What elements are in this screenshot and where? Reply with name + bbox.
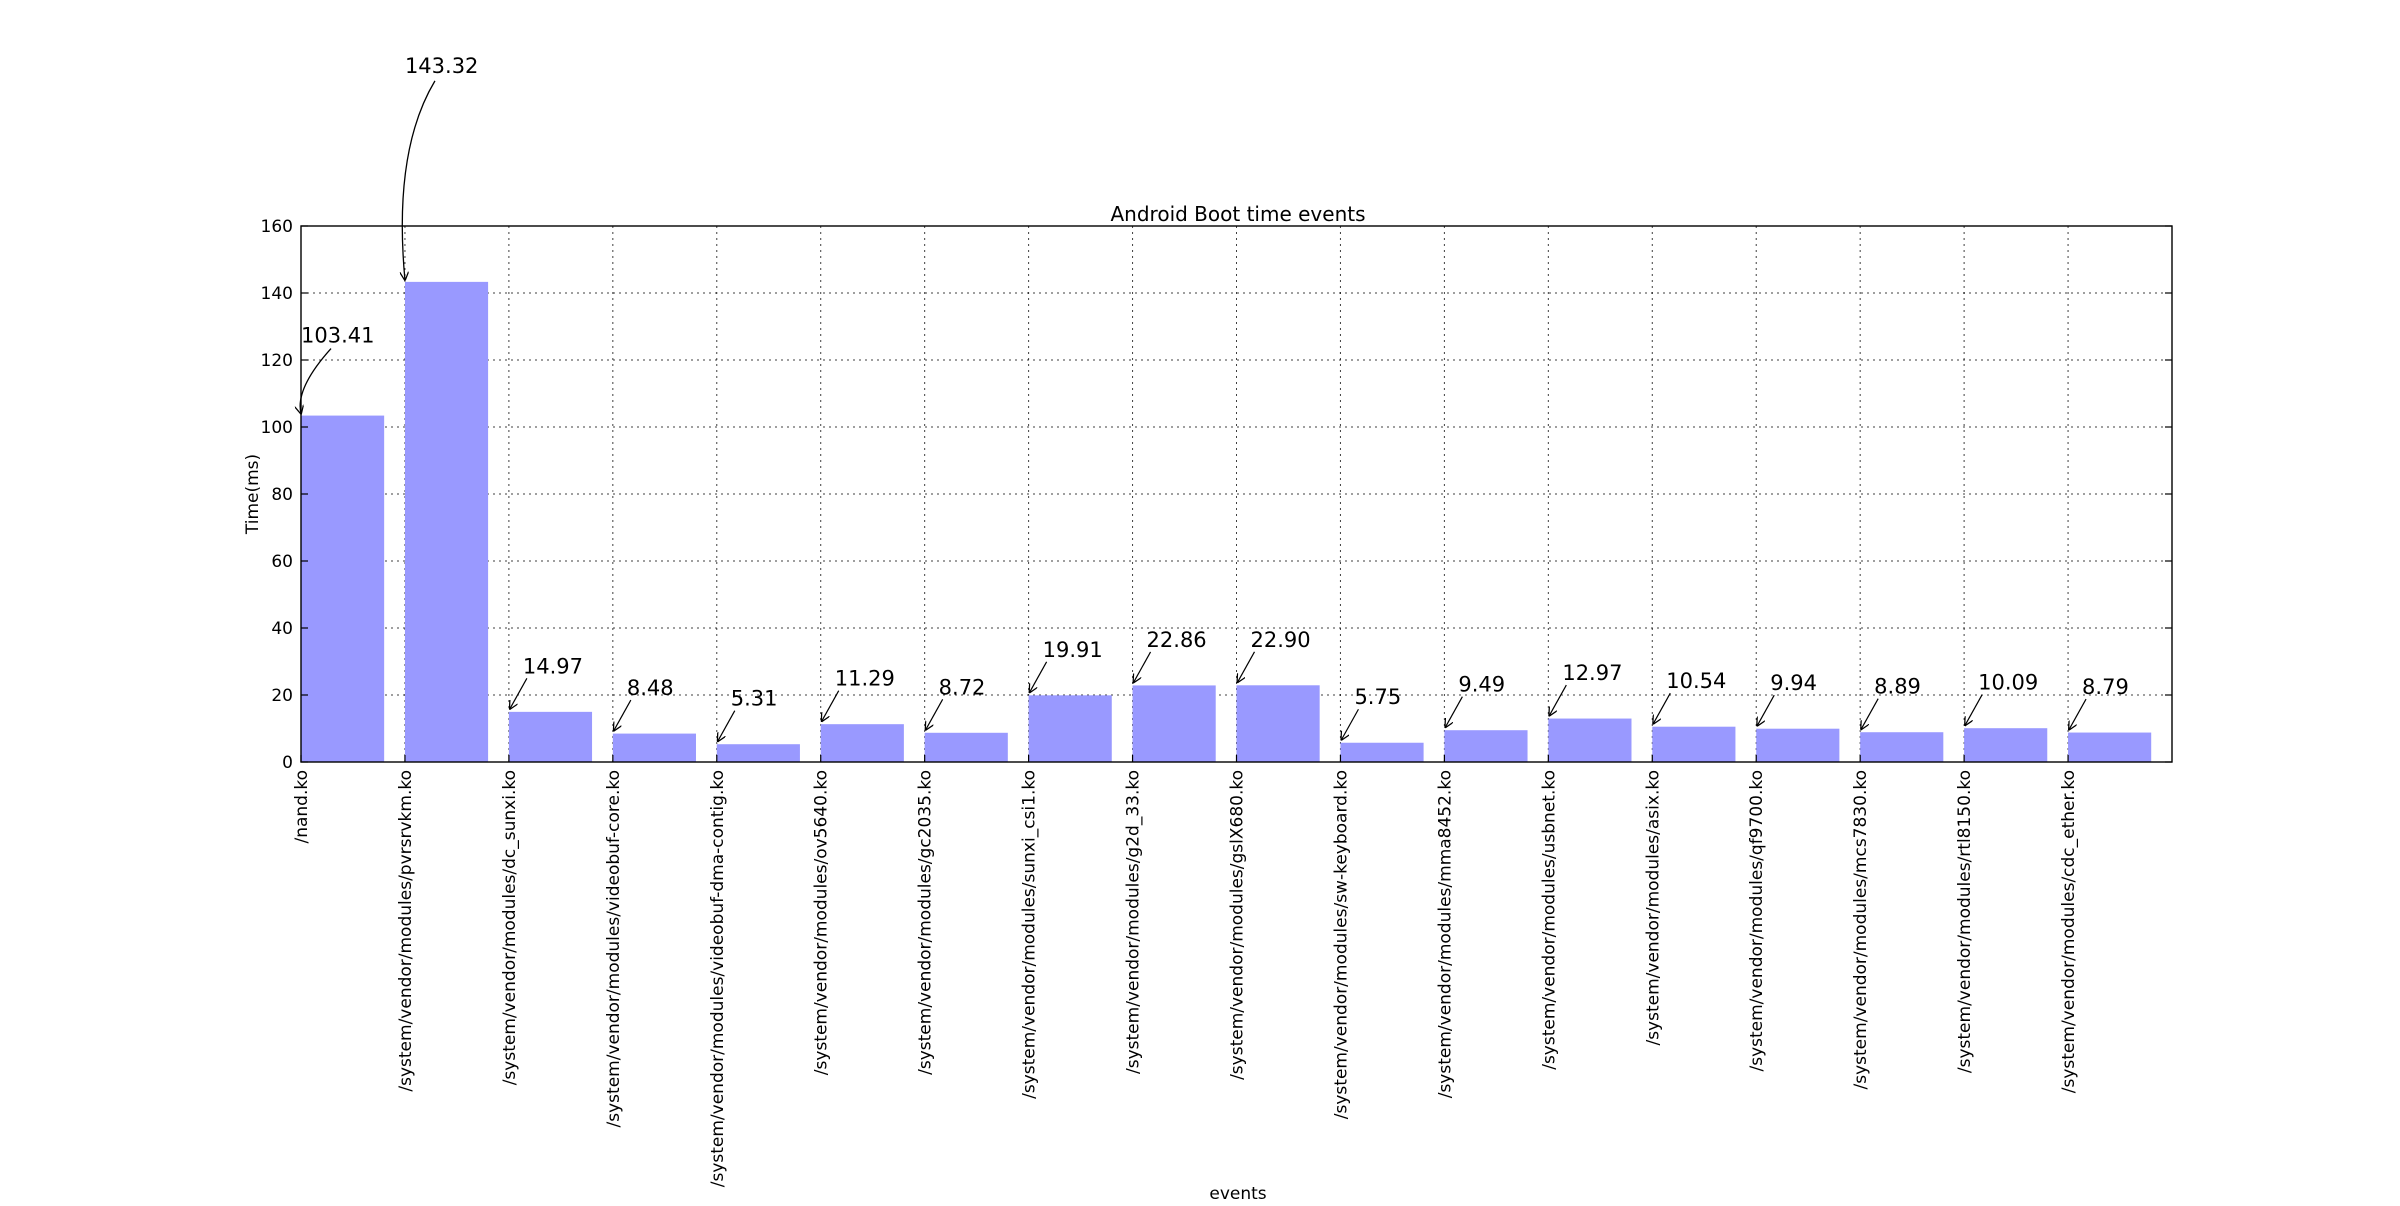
annotation-label: 9.49 bbox=[1458, 673, 1505, 697]
x-tick-label: /system/vendor/modules/gslX680.ko bbox=[1228, 770, 1248, 1080]
x-tick-label: /system/vendor/modules/pvrsrvkm.ko bbox=[396, 770, 416, 1092]
bar bbox=[1860, 732, 1944, 762]
bar bbox=[2068, 732, 2152, 762]
y-tick-label: 80 bbox=[271, 485, 293, 505]
annotation-label: 8.72 bbox=[939, 675, 986, 699]
bar bbox=[1964, 728, 2048, 762]
y-tick-label: 60 bbox=[271, 552, 293, 572]
bar bbox=[1340, 742, 1424, 762]
bar bbox=[1132, 685, 1216, 762]
bar bbox=[508, 711, 593, 762]
annotation-arrow bbox=[1653, 692, 1671, 724]
x-tick-label: /system/vendor/modules/ov5640.ko bbox=[812, 770, 832, 1075]
annotation-label: 5.31 bbox=[731, 687, 778, 711]
annotation-label: 8.48 bbox=[627, 676, 674, 700]
annotation-label: 11.29 bbox=[835, 667, 895, 691]
y-tick-label: 0 bbox=[282, 753, 293, 773]
y-tick-label: 120 bbox=[261, 351, 293, 371]
annotation-arrow bbox=[1965, 694, 1983, 726]
x-axis: /nand.ko/system/vendor/modules/pvrsrvkm.… bbox=[292, 755, 2079, 1187]
annotation-label: 14.97 bbox=[523, 654, 583, 678]
bar bbox=[1548, 718, 1632, 762]
bar bbox=[1028, 695, 1112, 762]
bar bbox=[1236, 685, 1320, 762]
annotation-label: 9.94 bbox=[1770, 671, 1817, 695]
annotation-arrow bbox=[300, 348, 332, 414]
x-tick-label: /system/vendor/modules/mma8452.ko bbox=[1435, 770, 1455, 1098]
annotation-label: 12.97 bbox=[1562, 661, 1622, 685]
y-tick-label: 20 bbox=[271, 686, 293, 706]
y-tick-label: 40 bbox=[271, 619, 293, 639]
annotations: 103.41 143.32 14.97 8.48 5.31 11.29 8.72 19.91 2… bbox=[300, 54, 2129, 741]
bar bbox=[820, 724, 904, 762]
annotation-label: 143.32 bbox=[405, 54, 478, 78]
annotation-arrow bbox=[1861, 698, 1879, 730]
annotation-arrow bbox=[510, 678, 528, 709]
x-axis-label: events bbox=[1209, 1184, 1266, 1204]
bar bbox=[716, 744, 800, 762]
annotation-label: 103.41 bbox=[301, 324, 374, 348]
x-tick-label: /nand.ko bbox=[292, 770, 312, 844]
annotation-label: 19.91 bbox=[1043, 638, 1103, 662]
y-axis-label: Time(ms) bbox=[243, 454, 263, 535]
annotation-arrow bbox=[926, 698, 944, 730]
bar bbox=[404, 281, 489, 762]
bar bbox=[301, 415, 385, 762]
annotation-label: 10.54 bbox=[1666, 669, 1726, 693]
x-tick-label: /system/vendor/modules/g2d_33.ko bbox=[1124, 770, 1144, 1074]
annotation-arrow bbox=[718, 710, 736, 742]
x-tick-label: /system/vendor/modules/asix.ko bbox=[1643, 770, 1663, 1046]
annotation-arrow bbox=[822, 690, 840, 722]
annotation-arrow bbox=[1549, 684, 1567, 716]
x-tick-label: /system/vendor/modules/gc2035.ko bbox=[916, 770, 936, 1075]
annotation-arrow bbox=[1030, 661, 1048, 693]
annotation-label: 22.86 bbox=[1147, 628, 1207, 652]
y-tick-label: 160 bbox=[261, 217, 293, 237]
annotation-arrow bbox=[402, 80, 436, 280]
bar bbox=[612, 733, 696, 762]
annotation-arrow bbox=[1134, 651, 1152, 683]
annotation-label: 10.09 bbox=[1978, 671, 2038, 695]
x-tick-label: /system/vendor/modules/videobuf-core.ko bbox=[604, 770, 624, 1127]
x-tick-label: /system/vendor/modules/mcs7830.ko bbox=[1851, 770, 1871, 1089]
chart-title: Android Boot time events bbox=[1111, 202, 1366, 226]
annotation-label: 22.90 bbox=[1251, 628, 1311, 652]
y-tick-label: 100 bbox=[261, 418, 293, 438]
annotation-arrow bbox=[1238, 651, 1256, 683]
annotation-arrow bbox=[1757, 694, 1775, 726]
bar bbox=[1444, 730, 1528, 762]
annotation-arrow bbox=[1341, 708, 1359, 740]
annotation-arrow bbox=[1445, 696, 1463, 728]
bar bbox=[1652, 726, 1736, 762]
annotation-arrow bbox=[2069, 698, 2087, 730]
bar bbox=[924, 732, 1008, 762]
y-axis: 0 20 40 60 80 100 120 140 160 bbox=[261, 217, 2172, 773]
x-tick-label: /system/vendor/modules/dc_sunxi.ko bbox=[500, 770, 520, 1085]
annotation-label: 8.79 bbox=[2082, 675, 2129, 699]
x-tick-label: /system/vendor/modules/sw-keyboard.ko bbox=[1331, 770, 1351, 1119]
annotation-label: 5.75 bbox=[1354, 685, 1401, 709]
bars bbox=[301, 281, 2152, 762]
x-tick-label: /system/vendor/modules/videobuf-dma-cont… bbox=[708, 770, 728, 1187]
x-tick-label: /system/vendor/modules/qf9700.ko bbox=[1747, 770, 1767, 1072]
x-tick-label: /system/vendor/modules/rtl8150.ko bbox=[1955, 770, 1975, 1073]
x-tick-label: /system/vendor/modules/sunxi_csi1.ko bbox=[1020, 770, 1040, 1099]
annotation-label: 8.89 bbox=[1874, 675, 1921, 699]
annotation-arrow bbox=[614, 699, 632, 731]
x-tick-label: /system/vendor/modules/usbnet.ko bbox=[1539, 770, 1559, 1070]
bar bbox=[1756, 728, 1840, 762]
x-tick-label: /system/vendor/modules/cdc_ether.ko bbox=[2059, 770, 2079, 1093]
y-tick-label: 140 bbox=[261, 284, 293, 304]
